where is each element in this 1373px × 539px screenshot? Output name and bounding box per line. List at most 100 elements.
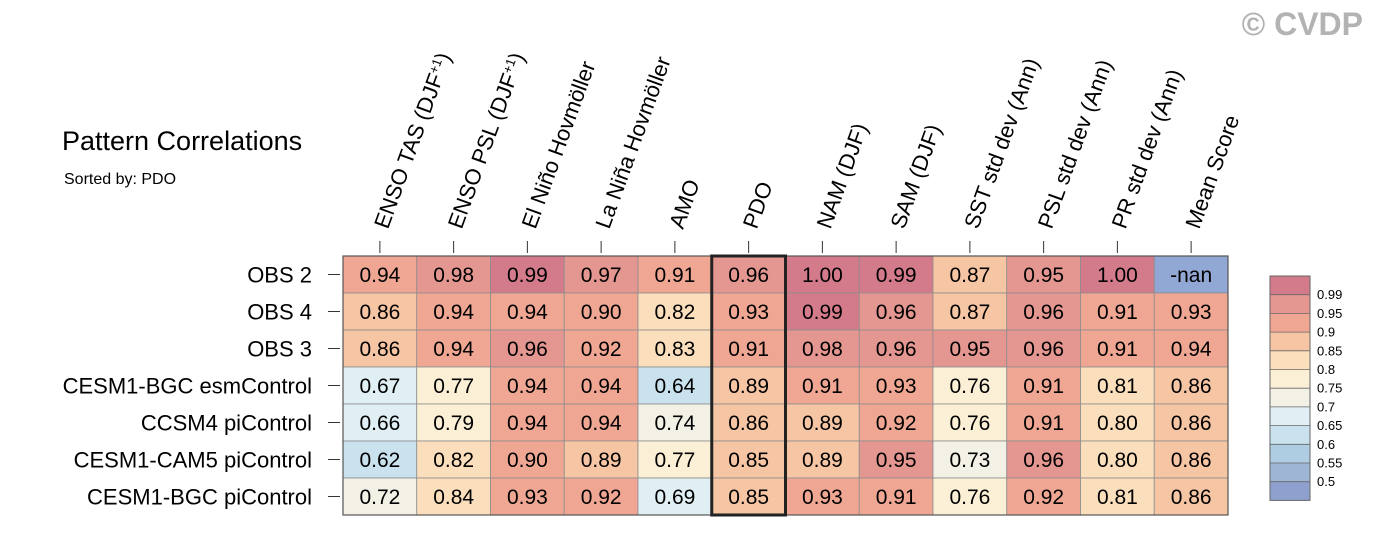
cell-value-label: 0.72 bbox=[359, 486, 400, 509]
cell-value-label: 0.66 bbox=[359, 412, 400, 435]
heatmap-cell bbox=[342, 403, 418, 442]
cell-value-label: 0.86 bbox=[1171, 412, 1212, 435]
heatmap-cell bbox=[637, 440, 713, 479]
colorbar-level-label: 0.55 bbox=[1317, 456, 1342, 471]
column-label: ENSO TAS (DJF+1) bbox=[369, 49, 456, 232]
chart-title: Pattern Correlations bbox=[62, 126, 303, 156]
cell-value-label: 0.93 bbox=[507, 486, 548, 509]
colorbar-swatch bbox=[1270, 350, 1310, 370]
cell-value-label: 0.98 bbox=[802, 338, 843, 361]
cell-value-label: 0.95 bbox=[1023, 264, 1064, 287]
heatmap-cell bbox=[858, 255, 934, 294]
cell-value-label: 0.64 bbox=[654, 375, 695, 398]
heatmap-cell bbox=[416, 477, 491, 516]
heatmap-cell bbox=[1006, 403, 1081, 442]
colorbar-swatch bbox=[1270, 444, 1310, 463]
row-label: CESM1-BGC esmControl bbox=[63, 374, 312, 399]
cell-value-label: 0.96 bbox=[1023, 301, 1064, 324]
cell-value-label: 0.67 bbox=[359, 375, 400, 398]
cvdp-watermark: © CVDP bbox=[1241, 6, 1363, 42]
cell-value-label: 0.96 bbox=[1023, 338, 1064, 361]
heatmap-cell bbox=[563, 477, 639, 516]
cell-value-label: 0.86 bbox=[359, 338, 400, 361]
cell-value-label: 0.86 bbox=[359, 301, 400, 324]
heatmap-cell bbox=[637, 403, 713, 442]
cell-value-label: 0.95 bbox=[876, 449, 917, 472]
cell-value-label: 0.93 bbox=[728, 301, 769, 324]
cell-value-label: 0.91 bbox=[1097, 301, 1138, 324]
cell-value-label: 0.87 bbox=[949, 264, 990, 287]
chart-subtitle: Sorted by: PDO bbox=[64, 171, 177, 188]
cell-value-label: 0.84 bbox=[433, 486, 474, 509]
cell-value-label: 0.96 bbox=[728, 264, 769, 287]
cell-value-label: 0.83 bbox=[654, 338, 695, 361]
column-label: El Niño Hovmöller bbox=[517, 58, 601, 232]
cell-value-label: 0.94 bbox=[433, 338, 474, 361]
column-label: PR std dev (Ann) bbox=[1107, 66, 1188, 232]
column-label: ENSO PSL (DJF+1) bbox=[443, 49, 530, 232]
cell-value-label: 0.99 bbox=[507, 264, 548, 287]
colorbar-swatch bbox=[1270, 425, 1310, 445]
colorbar-swatch bbox=[1270, 369, 1310, 389]
column-label: AMO bbox=[664, 176, 705, 232]
cell-value-label: 0.74 bbox=[654, 412, 695, 435]
row-label: CESM1-BGC piControl bbox=[87, 485, 312, 510]
cell-value-label: 0.80 bbox=[1097, 449, 1138, 472]
cell-value-label: 0.86 bbox=[728, 412, 769, 435]
colorbar-swatch bbox=[1270, 481, 1310, 501]
cell-value-label: 0.90 bbox=[581, 301, 622, 324]
cell-value-label: 0.73 bbox=[949, 449, 990, 472]
colorbar-swatch bbox=[1270, 294, 1310, 314]
cell-value-label: 0.86 bbox=[1171, 375, 1212, 398]
cell-value-label: 0.69 bbox=[654, 486, 695, 509]
colorbar-swatch bbox=[1270, 406, 1310, 426]
colorbar-level-label: 0.75 bbox=[1317, 381, 1342, 396]
cell-value-label: 0.91 bbox=[1023, 412, 1064, 435]
sorted-column-highlight bbox=[710, 254, 787, 517]
colorbar-border bbox=[1269, 275, 1311, 501]
cell-value-label: 0.80 bbox=[1097, 412, 1138, 435]
heatmap-cell bbox=[342, 292, 418, 331]
cell-value-label: 0.93 bbox=[802, 486, 843, 509]
cell-value-label: 0.98 bbox=[433, 264, 474, 287]
cell-value-label: 0.92 bbox=[1023, 486, 1064, 509]
cell-value-label: 0.79 bbox=[433, 412, 474, 435]
heatmap-cell bbox=[932, 477, 1008, 516]
cell-value-label: 0.76 bbox=[949, 486, 990, 509]
cell-value-label: 0.97 bbox=[581, 264, 622, 287]
heatmap-cell bbox=[711, 329, 786, 368]
heatmap-cell bbox=[1006, 477, 1081, 516]
heatmap-cell bbox=[1006, 440, 1081, 479]
row-label: CCSM4 piControl bbox=[141, 411, 312, 436]
colorbar-level-label: 0.9 bbox=[1317, 325, 1335, 340]
heatmap-cell bbox=[1080, 403, 1155, 442]
column-label: La Niña Hovmöller bbox=[590, 53, 675, 232]
heatmap-cell bbox=[563, 440, 639, 479]
heatmap-cell bbox=[858, 403, 934, 442]
heatmap-cell bbox=[342, 329, 418, 368]
row-label: OBS 2 bbox=[247, 263, 312, 288]
cell-value-label: 0.94 bbox=[359, 264, 400, 287]
heatmap-cell bbox=[637, 477, 713, 516]
colorbar-level-label: 0.95 bbox=[1317, 306, 1342, 321]
cell-value-label: 0.93 bbox=[876, 375, 917, 398]
cell-value-label: 0.62 bbox=[359, 449, 400, 472]
row-label: CESM1-CAM5 piControl bbox=[74, 448, 312, 473]
heatmap-cell bbox=[711, 403, 786, 442]
row-label: OBS 3 bbox=[247, 337, 312, 362]
heatmap-cell bbox=[1080, 292, 1155, 331]
cell-value-label: 0.87 bbox=[949, 301, 990, 324]
cell-value-label: 0.96 bbox=[876, 301, 917, 324]
heatmap-cell bbox=[932, 292, 1008, 331]
cell-value-label: 0.93 bbox=[1171, 301, 1212, 324]
cell-value-label: 0.92 bbox=[581, 486, 622, 509]
colorbar-swatch bbox=[1270, 313, 1310, 333]
heatmap-cell bbox=[1080, 440, 1155, 479]
cell-value-label: -nan bbox=[1170, 264, 1212, 287]
heatmap-cell bbox=[785, 292, 860, 331]
heatmap-cell bbox=[711, 292, 786, 331]
cell-value-label: 0.85 bbox=[728, 449, 769, 472]
heatmap-cell bbox=[342, 366, 418, 405]
cell-value-label: 0.86 bbox=[1171, 449, 1212, 472]
